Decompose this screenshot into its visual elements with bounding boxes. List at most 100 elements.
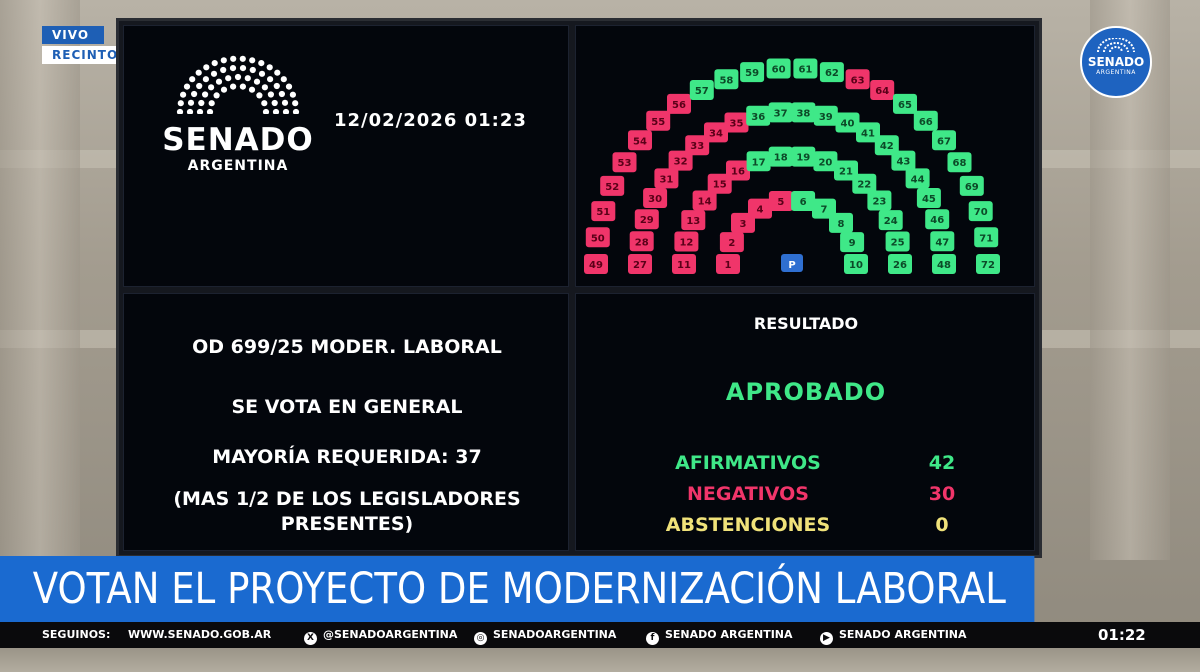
seat-number: 5 — [777, 197, 784, 208]
seat-negative: 35 — [724, 112, 749, 133]
seat-box — [812, 198, 836, 219]
seat-box — [867, 190, 892, 211]
seat-affirmative: 19 — [791, 146, 816, 167]
seat-affirmative: 6 — [791, 191, 816, 211]
seat-box — [707, 173, 732, 194]
social-handle: SENADOARGENTINA — [493, 628, 617, 641]
seat-box — [628, 254, 652, 274]
seat-affirmative: 66 — [913, 110, 938, 131]
seat-number: 22 — [857, 180, 871, 191]
social-item-youtube[interactable]: ▶ SENADO ARGENTINA — [820, 622, 967, 648]
seat-affirmative: 43 — [891, 150, 916, 171]
seat-number: 57 — [695, 86, 709, 97]
seat-box — [947, 152, 972, 173]
seat-negative: 29 — [634, 209, 659, 230]
seat-box — [672, 254, 696, 274]
seat-affirmative: 8 — [829, 212, 853, 233]
seat-box — [612, 152, 637, 173]
seat-box — [584, 254, 608, 274]
seat-number: 29 — [640, 215, 654, 226]
social-item-x[interactable]: X @SENADOARGENTINA — [304, 622, 457, 648]
seat-number: 51 — [596, 207, 610, 218]
seat-affirmative: 47 — [930, 231, 955, 252]
seat-box — [585, 227, 610, 248]
social-item-facebook[interactable]: f SENADO ARGENTINA — [646, 622, 793, 648]
seat-negative: 34 — [704, 122, 728, 143]
seat-box — [629, 231, 654, 252]
seat-number: 44 — [911, 174, 925, 185]
seat-number: 62 — [825, 68, 839, 79]
seat-number: 16 — [731, 167, 745, 178]
seat-affirmative: 71 — [974, 227, 999, 248]
motion-title: OD 699/25 MODER. LABORAL — [192, 336, 502, 358]
seat-box — [692, 190, 717, 211]
seat-box — [891, 150, 916, 171]
seat-number: 64 — [875, 86, 889, 97]
senate-fan-icon — [1082, 37, 1150, 56]
seat-box — [716, 254, 740, 274]
seat-number: 42 — [880, 141, 894, 152]
seat-box — [674, 231, 699, 252]
seat-negative: 15 — [707, 173, 732, 194]
seat-affirmative: 24 — [878, 210, 903, 231]
seat-box — [905, 168, 930, 189]
seat-number: 71 — [979, 233, 993, 244]
seat-box — [768, 102, 793, 123]
seat-number: 18 — [774, 153, 788, 164]
seat-box — [685, 135, 710, 156]
seat-box — [791, 146, 816, 167]
seat-box — [840, 232, 865, 253]
seat-number: 20 — [818, 157, 832, 168]
seat-negative: 27 — [628, 254, 652, 274]
abstention-count: 0 — [935, 514, 949, 536]
seat-negative: 33 — [685, 135, 710, 156]
website-link[interactable]: WWW.SENADO.GOB.AR — [128, 628, 272, 641]
senate-dome-icon — [150, 50, 326, 118]
seat-number: 34 — [709, 128, 723, 139]
seat-affirmative: 60 — [766, 58, 791, 79]
seat-box — [646, 110, 671, 131]
seat-negative: 49 — [584, 254, 608, 274]
seat-affirmative: 59 — [740, 62, 765, 83]
seat-box — [654, 168, 679, 189]
seat-number: 23 — [872, 197, 886, 208]
seat-negative: 3 — [731, 212, 755, 233]
presidency-seat: P — [781, 254, 803, 272]
seat-negative: 51 — [591, 201, 616, 222]
social-handle: SENADO ARGENTINA — [839, 628, 967, 641]
seat-number: 32 — [674, 157, 688, 168]
seat-number: 19 — [796, 153, 810, 164]
seat-number: 37 — [774, 108, 788, 119]
presidency-label: P — [788, 260, 795, 271]
seat-box — [746, 105, 771, 126]
seat-box — [813, 151, 838, 172]
negative-count: 30 — [928, 483, 956, 505]
seat-affirmative: 25 — [885, 231, 910, 252]
seat-box — [668, 150, 693, 171]
seat-number: 30 — [648, 194, 662, 205]
seat-map-panel: 1 2 3 4 5 6 7 8 9 10 11 12 13 14 15 16 17 18 19 20 21 22 23 24 2… — [575, 25, 1035, 287]
seat-affirmative: 39 — [813, 105, 838, 126]
live-label: VIVO — [42, 26, 104, 44]
seat-number: 49 — [589, 260, 603, 271]
seat-box — [835, 112, 860, 133]
board-senado-logo: SENADO ARGENTINA — [150, 50, 326, 174]
seat-number: 39 — [819, 112, 833, 123]
seat-box — [852, 173, 877, 194]
seat-affirmative: 9 — [840, 232, 865, 253]
seat-box — [976, 254, 1000, 274]
social-item-instagram[interactable]: ◎ SENADOARGENTINA — [474, 622, 616, 648]
seat-number: 27 — [633, 260, 647, 271]
seat-number: 33 — [690, 141, 704, 152]
instagram-icon: ◎ — [474, 632, 487, 645]
seat-number: 65 — [898, 100, 912, 111]
seat-number: 7 — [821, 205, 828, 216]
seat-number: 69 — [965, 182, 979, 193]
seat-number: 56 — [672, 100, 686, 111]
seat-box — [916, 188, 941, 208]
seat-number: 41 — [861, 128, 875, 139]
seat-box — [959, 175, 984, 196]
seat-box — [874, 135, 899, 156]
affirmative-label: AFIRMATIVOS — [675, 452, 821, 474]
seat-number: 6 — [800, 197, 807, 208]
